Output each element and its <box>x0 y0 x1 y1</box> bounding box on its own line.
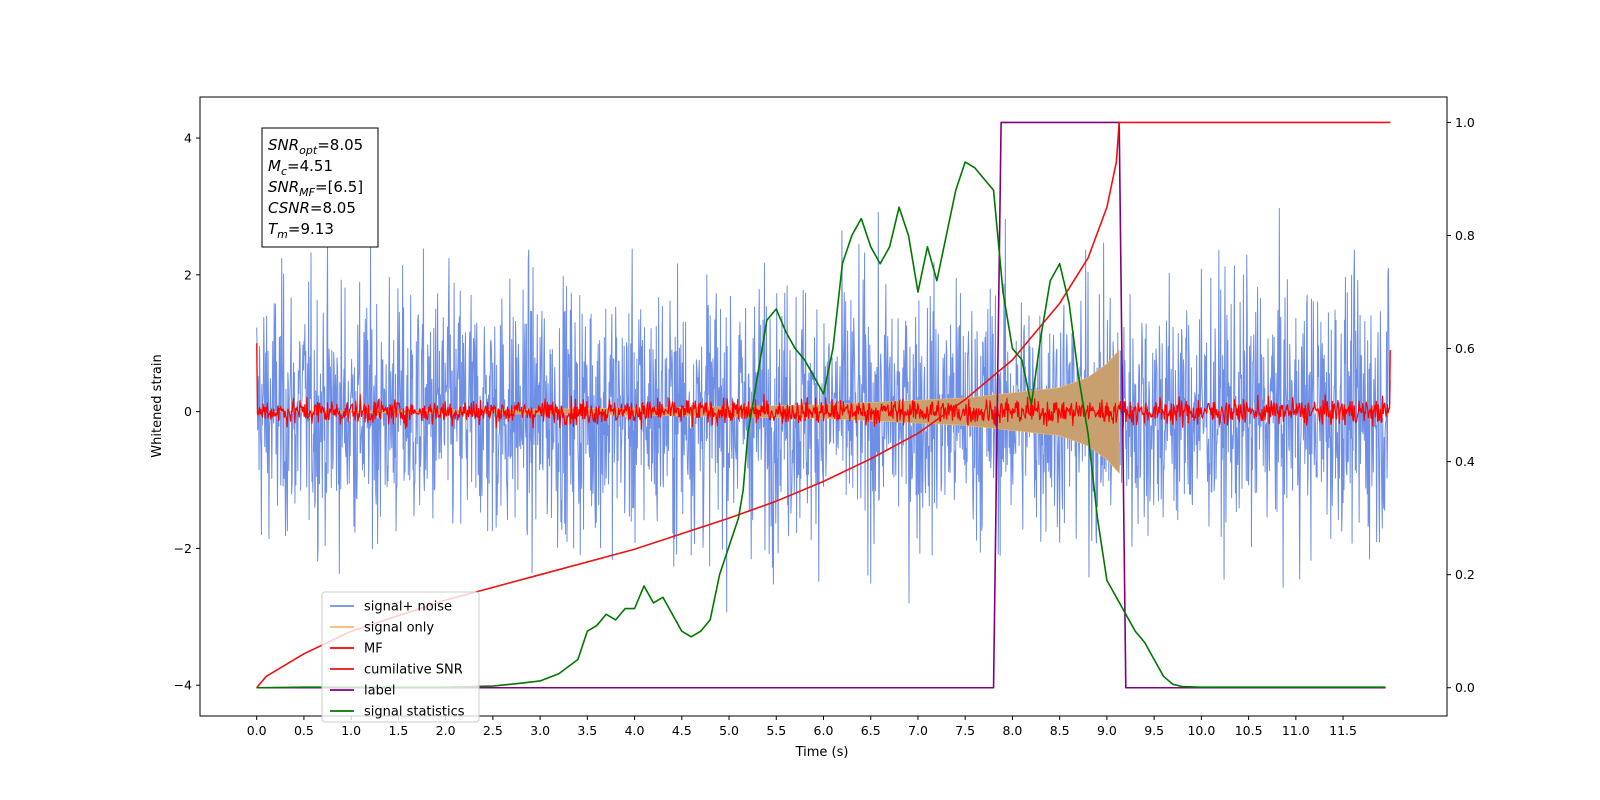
x-tick-label: 1.5 <box>388 723 408 738</box>
x-tick-label: 11.0 <box>1282 723 1310 738</box>
y-left-tick-label: 2 <box>184 267 192 282</box>
info-symbol: SNR <box>268 136 299 154</box>
info-box-frame <box>261 127 379 248</box>
info-box-line: CSNR=8.05 <box>268 199 356 217</box>
legend-entry: signal statistics <box>364 705 465 720</box>
legend-entry: signal+ noise <box>364 600 452 615</box>
info-subscript: MF <box>299 186 315 199</box>
legend-entry: MF <box>364 642 383 657</box>
x-tick-label: 9.5 <box>1144 723 1164 738</box>
y-left-tick-label: −2 <box>174 541 192 556</box>
info-value: =8.05 <box>317 136 363 154</box>
y-right-tick-label: 0.8 <box>1455 228 1475 243</box>
x-tick-label: 4.5 <box>672 723 692 738</box>
info-box-line: SNRopt=8.05 <box>268 136 363 157</box>
x-tick-label: 2.0 <box>436 723 456 738</box>
x-tick-label: 5.0 <box>719 723 739 738</box>
info-box-line: Mc=4.51 <box>268 157 333 178</box>
x-tick-label: 10.0 <box>1187 723 1215 738</box>
x-tick-label: 7.5 <box>955 723 975 738</box>
x-tick-label: 8.5 <box>1050 723 1070 738</box>
info-subscript: c <box>281 165 287 178</box>
x-tick-label: 0.0 <box>247 723 267 738</box>
y-left-tick-label: 0 <box>184 404 192 419</box>
series-mf-line <box>256 343 1391 430</box>
info-box-line: Tm=9.13 <box>268 220 334 241</box>
legend-frame <box>321 591 480 723</box>
x-axis-label: Time (s) <box>795 745 849 760</box>
x-tick-label: 5.5 <box>766 723 786 738</box>
info-symbol: T <box>268 220 279 238</box>
info-subscript: m <box>277 228 288 241</box>
y-left-tick-label: 4 <box>184 131 192 146</box>
info-symbol: CSNR <box>268 199 310 217</box>
y-right-tick-label: 0.4 <box>1455 454 1475 469</box>
y-right-tick-label: 0.6 <box>1455 341 1475 356</box>
x-axis: 0.0 0.5 1.0 1.5 2.0 2.5 3.0 3.5 4.0 4.5 5.0 5.5 6.0 6… <box>247 716 1357 738</box>
legend: signal+ noise signal only MF cumilative SNR… <box>321 591 480 723</box>
x-tick-label: 2.5 <box>483 723 503 738</box>
info-value: =[6.5] <box>315 178 363 196</box>
info-box: SNRopt=8.05Mc=4.51SNRMF=[6.5]CSNR=8.05Tm… <box>261 127 379 248</box>
x-tick-label: 3.0 <box>530 723 550 738</box>
info-subscript: opt <box>299 144 318 157</box>
legend-entry: cumilative SNR <box>364 663 463 678</box>
x-tick-label: 7.0 <box>908 723 928 738</box>
x-tick-label: 10.5 <box>1235 723 1263 738</box>
x-tick-label: 4.0 <box>625 723 645 738</box>
y-right-tick-label: 0.0 <box>1455 680 1475 695</box>
legend-entry: label <box>364 684 395 699</box>
info-value: =8.05 <box>310 199 356 217</box>
info-symbol: SNR <box>268 178 299 196</box>
x-tick-label: 3.5 <box>577 723 597 738</box>
y-right-tick-label: 1.0 <box>1455 115 1475 130</box>
y-right-tick-label: 0.2 <box>1455 567 1475 582</box>
x-tick-label: 0.5 <box>294 723 314 738</box>
y-axis-label: Whitened strain <box>150 354 165 457</box>
series-signal-noise-line <box>256 207 1391 613</box>
y-left-tick-label: −4 <box>174 678 192 693</box>
series-signal-statistics-line <box>256 161 1386 689</box>
y-axis-left: 4 2 0 −2 −4 <box>174 131 200 693</box>
info-value: =9.13 <box>288 220 334 238</box>
info-value: =4.51 <box>287 157 333 175</box>
y-axis-right: 1.0 0.8 0.6 0.4 0.2 0.0 <box>1447 115 1475 695</box>
plot-area <box>256 121 1391 689</box>
x-tick-label: 6.0 <box>814 723 834 738</box>
info-box-line: SNRMF=[6.5] <box>268 178 363 199</box>
series-label-line <box>256 121 1386 689</box>
info-symbol: M <box>268 157 281 175</box>
legend-entry: signal only <box>364 621 434 636</box>
x-tick-label: 1.0 <box>341 723 361 738</box>
x-tick-label: 11.5 <box>1329 723 1357 738</box>
x-tick-label: 6.5 <box>861 723 881 738</box>
x-tick-label: 8.0 <box>1002 723 1022 738</box>
x-tick-label: 9.0 <box>1097 723 1117 738</box>
